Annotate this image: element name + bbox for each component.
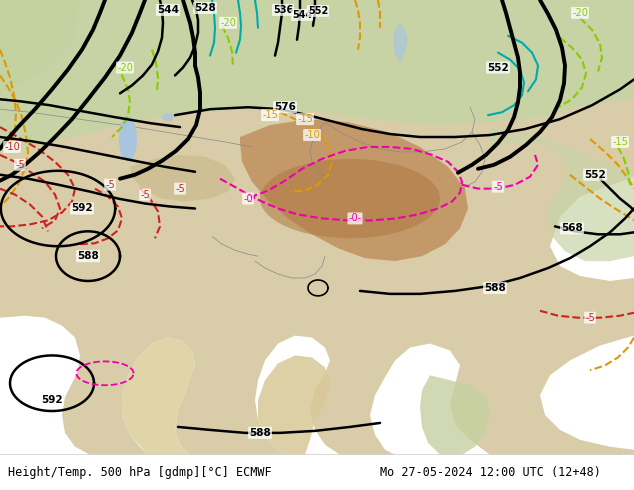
Polygon shape: [0, 0, 634, 455]
Polygon shape: [0, 0, 80, 92]
Text: 528: 528: [194, 3, 216, 13]
Text: -0-: -0-: [349, 214, 361, 223]
Text: 552: 552: [584, 170, 606, 180]
Text: Height/Temp. 500 hPa [gdmp][°C] ECMWF: Height/Temp. 500 hPa [gdmp][°C] ECMWF: [8, 466, 271, 479]
Polygon shape: [240, 119, 468, 261]
Text: -5: -5: [585, 313, 595, 323]
Text: 592: 592: [41, 395, 63, 405]
Text: 588: 588: [249, 428, 271, 438]
Text: -15: -15: [297, 114, 313, 124]
Ellipse shape: [260, 159, 440, 238]
Text: -20: -20: [220, 18, 236, 28]
Text: -5: -5: [15, 160, 25, 170]
Polygon shape: [122, 338, 195, 455]
Text: -20: -20: [572, 8, 588, 18]
Text: -20: -20: [117, 63, 133, 73]
Ellipse shape: [119, 117, 137, 161]
Text: -10: -10: [4, 142, 20, 152]
Text: Mo 27-05-2024 12:00 UTC (12+48): Mo 27-05-2024 12:00 UTC (12+48): [380, 466, 601, 479]
Polygon shape: [420, 375, 490, 455]
Text: -0: -0: [243, 194, 253, 203]
Polygon shape: [490, 127, 634, 261]
Text: 568: 568: [561, 223, 583, 233]
Polygon shape: [258, 355, 330, 455]
Text: 592: 592: [71, 203, 93, 214]
Text: 588: 588: [484, 283, 506, 293]
Polygon shape: [393, 23, 408, 63]
Text: -5: -5: [140, 190, 150, 199]
Text: 552: 552: [487, 63, 509, 73]
Text: 576: 576: [274, 102, 296, 112]
Polygon shape: [130, 155, 235, 201]
Text: 544: 544: [157, 5, 179, 15]
Text: -5: -5: [105, 180, 115, 190]
Text: 536: 536: [273, 5, 293, 15]
Text: -5: -5: [175, 184, 185, 194]
Text: -15: -15: [262, 110, 278, 120]
Text: 588: 588: [77, 251, 99, 261]
Ellipse shape: [162, 113, 174, 121]
Text: 552: 552: [308, 6, 328, 16]
Text: -10: -10: [304, 130, 320, 140]
Text: 544: 544: [292, 10, 312, 20]
Text: -15: -15: [612, 137, 628, 147]
Polygon shape: [0, 0, 634, 152]
Text: -5: -5: [493, 182, 503, 192]
